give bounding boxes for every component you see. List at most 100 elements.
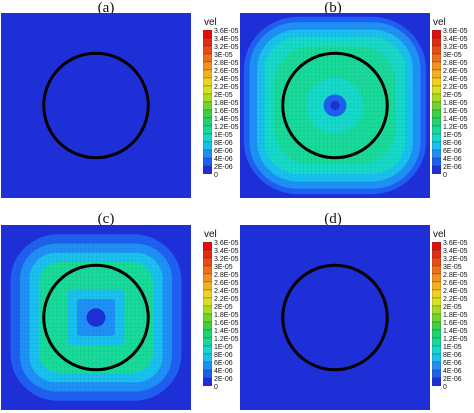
colorbar-tick-label: 1.2E-05: [443, 336, 468, 343]
colorbar-cell: [432, 249, 441, 259]
colorbar-tick-label: 2E-05: [214, 92, 233, 99]
colorbar-cell: [432, 117, 441, 127]
colorbar-cell: [432, 313, 441, 323]
colorbar-cell: [203, 61, 212, 71]
colorbar-tick-label: 2.8E-05: [214, 272, 239, 279]
panel-label: (d): [324, 211, 342, 227]
colorbar-cell: [432, 165, 441, 174]
colorbar-tick-label: 1.4E-05: [214, 116, 239, 123]
contour-svg: [1, 225, 191, 410]
colorbar-cell: [432, 265, 441, 275]
colorbar-tick-label: 1E-05: [214, 344, 233, 351]
velocity-vectors: [255, 27, 412, 180]
colorbar-cell: [432, 77, 441, 87]
colorbar-tick-label: 0: [214, 172, 218, 179]
colorbar-tick-label: 2.2E-05: [214, 296, 239, 303]
colorbar-cell: [432, 361, 441, 371]
boundary-ring: [281, 51, 389, 160]
colorbar-tick-label: 1.6E-05: [214, 320, 239, 327]
colorbar-cell: [432, 377, 441, 386]
contour-plot: [240, 225, 430, 410]
colorbar-tick-label: 2.6E-05: [443, 68, 468, 75]
colorbar-cell: [432, 353, 441, 363]
legend-title: vel: [204, 17, 217, 28]
colorbar-tick-label: 6E-06: [443, 360, 462, 367]
colorbar-cell: [432, 30, 441, 39]
colorbar-cell: [203, 85, 212, 95]
colorbar-cell: [203, 313, 212, 323]
colorbar-tick-label: 6E-06: [214, 148, 233, 155]
colorbar-cell: [432, 329, 441, 339]
colorbar-cell: [203, 297, 212, 307]
colorbar-tick-label: 3.6E-05: [443, 28, 468, 35]
colorbar-tick-label: 1.4E-05: [443, 328, 468, 335]
legend-title: vel: [433, 17, 446, 28]
colorbar-tick-label: 8E-06: [443, 140, 462, 147]
field-background: [240, 225, 430, 410]
colorbar-tick-label: 3.4E-05: [214, 248, 239, 255]
colorbar-tick-label: 2E-05: [443, 92, 462, 99]
contour-svg: [240, 13, 430, 198]
colorbar-tick-label: 3.4E-05: [443, 248, 468, 255]
colorbar-tick-label: 6E-06: [443, 148, 462, 155]
colorbar-tick-label: 4E-06: [214, 156, 233, 163]
colorbar-tick-label: 3.4E-05: [214, 36, 239, 43]
colorbar-tick-label: 4E-06: [443, 368, 462, 375]
colorbar-cell: [203, 321, 212, 331]
colorbar-cell: [203, 353, 212, 363]
colorbar-tick-label: 2.4E-05: [443, 76, 468, 83]
colorbar-cell: [432, 149, 441, 159]
colorbar-tick-label: 1.2E-05: [443, 124, 468, 131]
colorbar-tick-label: 3.6E-05: [443, 240, 468, 247]
colorbar-cell: [432, 61, 441, 71]
boundary-ring: [42, 263, 150, 372]
colorbar-tick-label: 3.4E-05: [443, 36, 468, 43]
centre-spot: [332, 103, 338, 108]
colorbar-cell: [432, 101, 441, 111]
colorbar-tick-label: 3.2E-05: [214, 44, 239, 51]
colorbar-cell: [432, 305, 441, 315]
colorbar-tick-label: 1.8E-05: [214, 100, 239, 107]
colorbar-tick-label: 2E-05: [443, 304, 462, 311]
colorbar-tick-label: 3.6E-05: [214, 28, 239, 35]
colorbar-cell: [203, 45, 212, 55]
colorbar-tick-label: 1.8E-05: [214, 312, 239, 319]
colorbar-tick-label: 2E-06: [443, 164, 462, 171]
boundary-ring: [42, 51, 150, 160]
legend-title: vel: [433, 229, 446, 240]
colorbar-tick-label: 8E-06: [214, 352, 233, 359]
colorbar-cell: [432, 345, 441, 355]
colorbar-cell: [203, 157, 212, 167]
colorbar-cell: [432, 133, 441, 143]
contour-svg: [240, 225, 430, 410]
colorbar-tick-label: 2E-06: [214, 164, 233, 171]
colorbar: [203, 30, 212, 174]
colorbar-cell: [432, 69, 441, 79]
colorbar-tick-label: 2.4E-05: [214, 76, 239, 83]
colorbar-cell: [203, 125, 212, 135]
colorbar-tick-label: 1E-05: [443, 132, 462, 139]
colorbar-cell: [203, 165, 212, 174]
contour-plot: [1, 225, 191, 410]
colorbar-cell: [203, 273, 212, 283]
colorbar-tick-label: 2.2E-05: [214, 84, 239, 91]
colorbar-tick-label: 8E-06: [214, 140, 233, 147]
colorbar-tick-label: 2.6E-05: [443, 280, 468, 287]
colorbar-tick-label: 2E-06: [214, 376, 233, 383]
colorbar-cell: [203, 53, 212, 63]
contour-plot: [1, 13, 191, 198]
centre-spot: [93, 315, 99, 320]
colorbar-tick-label: 3.6E-05: [214, 240, 239, 247]
colorbar-cell: [432, 321, 441, 331]
colorbar-tick-label: 2.4E-05: [443, 288, 468, 295]
colorbar-tick-label: 2.6E-05: [214, 68, 239, 75]
colorbar-tick-label: 1.6E-05: [443, 320, 468, 327]
colorbar-tick-label: 3E-05: [214, 264, 233, 271]
colorbar-cell: [432, 45, 441, 55]
colorbar-tick-label: 4E-06: [443, 156, 462, 163]
colorbar-cell: [432, 109, 441, 119]
colorbar-cell: [203, 337, 212, 347]
field-background: [1, 13, 191, 198]
colorbar-cell: [203, 141, 212, 151]
colorbar-tick-label: 2.4E-05: [214, 288, 239, 295]
